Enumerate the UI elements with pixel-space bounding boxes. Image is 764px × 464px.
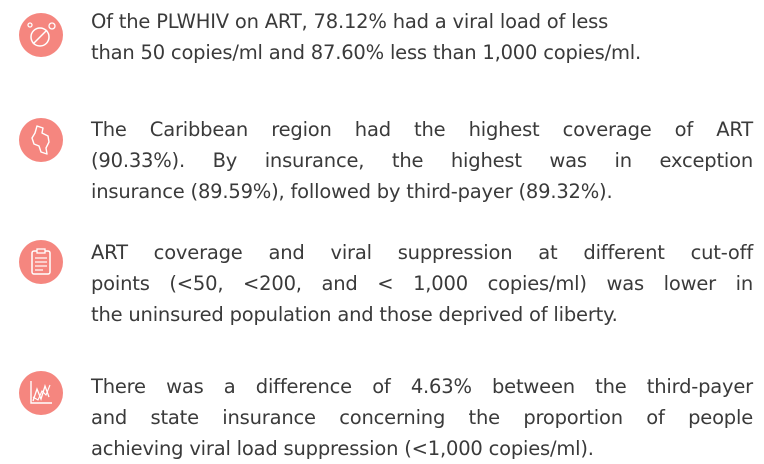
item-text: There was a difference of 4.63% between …: [91, 371, 753, 464]
item-text: Of the PLWHIV on ART, 78.12% had a viral…: [91, 6, 753, 68]
text-line: ART coverage and viral suppression at di…: [91, 241, 753, 264]
text-line: and state insurance concerning the propo…: [91, 406, 753, 429]
text-line: achieving viral load suppression (<1,000…: [91, 437, 594, 460]
icon-map: [19, 118, 63, 162]
text-line: insurance (89.59%), followed by third-pa…: [91, 180, 613, 203]
icon-pill: [19, 13, 63, 57]
icon-graph: [19, 371, 63, 415]
item-text: The Caribbean region had the highest cov…: [91, 114, 753, 207]
item-text: ART coverage and viral suppression at di…: [91, 237, 753, 330]
text-line: the uninsured population and those depri…: [91, 303, 618, 326]
icon-clipboard: [19, 240, 63, 284]
text-line: (90.33%). By insurance, the highest was …: [91, 149, 753, 172]
text-line: points (<50, <200, and < 1,000 copies/ml…: [91, 272, 753, 295]
text-line: than 50 copies/ml and 87.60% less than 1…: [91, 41, 641, 64]
text-line: Of the PLWHIV on ART, 78.12% had a viral…: [91, 10, 609, 33]
text-line: There was a difference of 4.63% between …: [91, 375, 753, 398]
text-line: The Caribbean region had the highest cov…: [91, 118, 753, 141]
